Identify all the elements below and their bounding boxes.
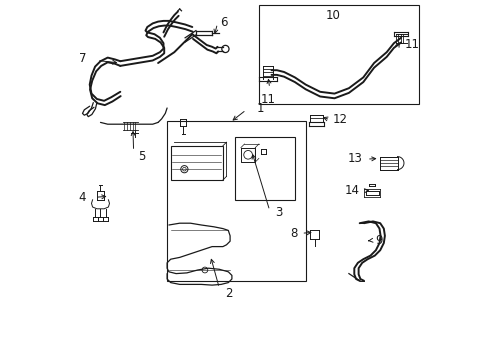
Bar [235, 137, 294, 200]
Text: 12: 12 [332, 113, 347, 126]
Text: 11: 11 [260, 93, 275, 106]
Bar [167, 121, 305, 281]
Text: 2: 2 [224, 287, 232, 300]
Text: 5: 5 [138, 150, 145, 163]
Text: 11: 11 [404, 39, 419, 51]
Text: 9: 9 [374, 234, 382, 247]
Text: 6: 6 [220, 16, 227, 29]
Text: 8: 8 [290, 227, 297, 240]
Text: 3: 3 [275, 206, 282, 219]
Text: 14: 14 [344, 184, 359, 197]
Text: 10: 10 [325, 9, 340, 22]
Bar [170, 146, 223, 180]
Bar [258, 5, 418, 104]
Text: 4: 4 [79, 191, 86, 204]
Text: 7: 7 [79, 52, 87, 65]
Text: 1: 1 [257, 102, 264, 114]
Text: 13: 13 [347, 152, 362, 165]
